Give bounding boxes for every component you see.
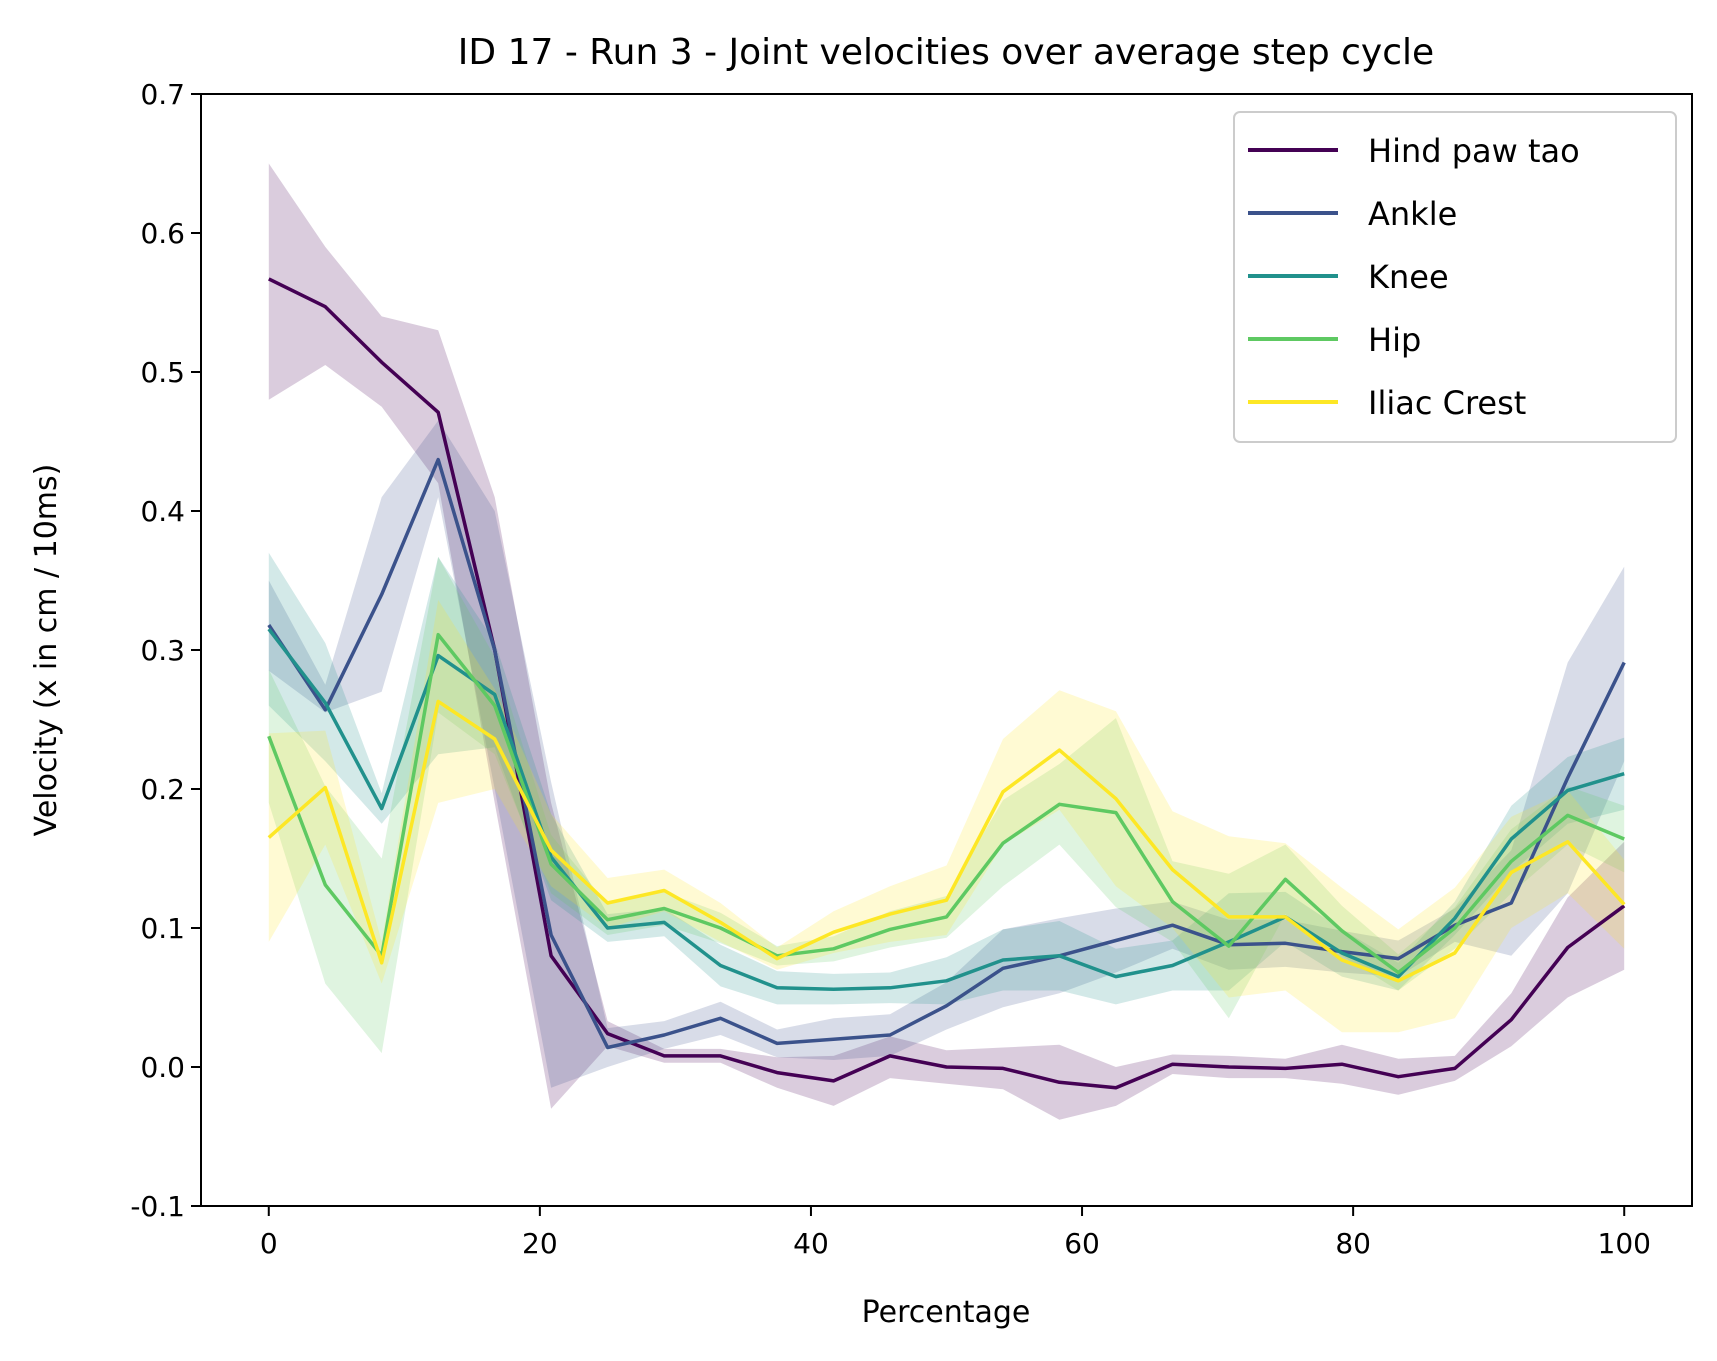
x-tick-label: 80 xyxy=(1335,1227,1371,1260)
y-tick-label: 0.3 xyxy=(140,634,185,667)
x-tick-label: 100 xyxy=(1598,1227,1651,1260)
y-tick-label: 0.1 xyxy=(140,912,185,945)
y-tick-label: 0.7 xyxy=(140,78,185,111)
line-series-4 xyxy=(267,699,1626,983)
band-series-0 xyxy=(268,163,1625,1120)
x-tick-label: 60 xyxy=(1064,1227,1100,1260)
line-series-2 xyxy=(267,628,1625,991)
y-tick-label: 0.0 xyxy=(140,1051,185,1084)
y-tick-label: 0.4 xyxy=(140,495,185,528)
y-axis-label: Velocity (x in cm / 10ms) xyxy=(29,464,64,837)
x-tick-label: 40 xyxy=(793,1227,829,1260)
y-tick-label: 0.2 xyxy=(140,773,185,806)
x-axis: 0 20 40 60 80 100 xyxy=(260,1206,1651,1260)
legend-label-1: Ankle xyxy=(1368,195,1457,233)
x-tick-label: 20 xyxy=(522,1227,558,1260)
x-axis-label: Percentage xyxy=(862,1295,1031,1330)
legend-label-4: Iliac Crest xyxy=(1368,384,1526,422)
y-tick-label: -0.1 xyxy=(130,1190,185,1223)
legend-label-0: Hind paw tao xyxy=(1368,132,1580,170)
legend-label-3: Hip xyxy=(1368,321,1421,359)
y-tick-label: 0.6 xyxy=(140,217,185,250)
band-series-1 xyxy=(268,420,1625,1088)
line-series-3 xyxy=(267,632,1625,975)
band-series-4 xyxy=(268,600,1625,1033)
legend-label-2: Knee xyxy=(1368,258,1449,296)
x-tick-label: 0 xyxy=(260,1227,278,1260)
legend-box xyxy=(1233,111,1677,443)
y-tick-label: 0.5 xyxy=(140,356,185,389)
legend: Hind paw tao Ankle Knee Hip Iliac Crest xyxy=(1233,111,1677,443)
series-lines xyxy=(267,277,1626,1090)
line-series-1 xyxy=(267,457,1626,1050)
y-axis: -0.1 0.0 0.1 0.2 0.3 0.4 0.5 0.6 0.7 xyxy=(130,78,201,1223)
chart-title: ID 17 - Run 3 - Joint velocities over av… xyxy=(458,32,1434,73)
